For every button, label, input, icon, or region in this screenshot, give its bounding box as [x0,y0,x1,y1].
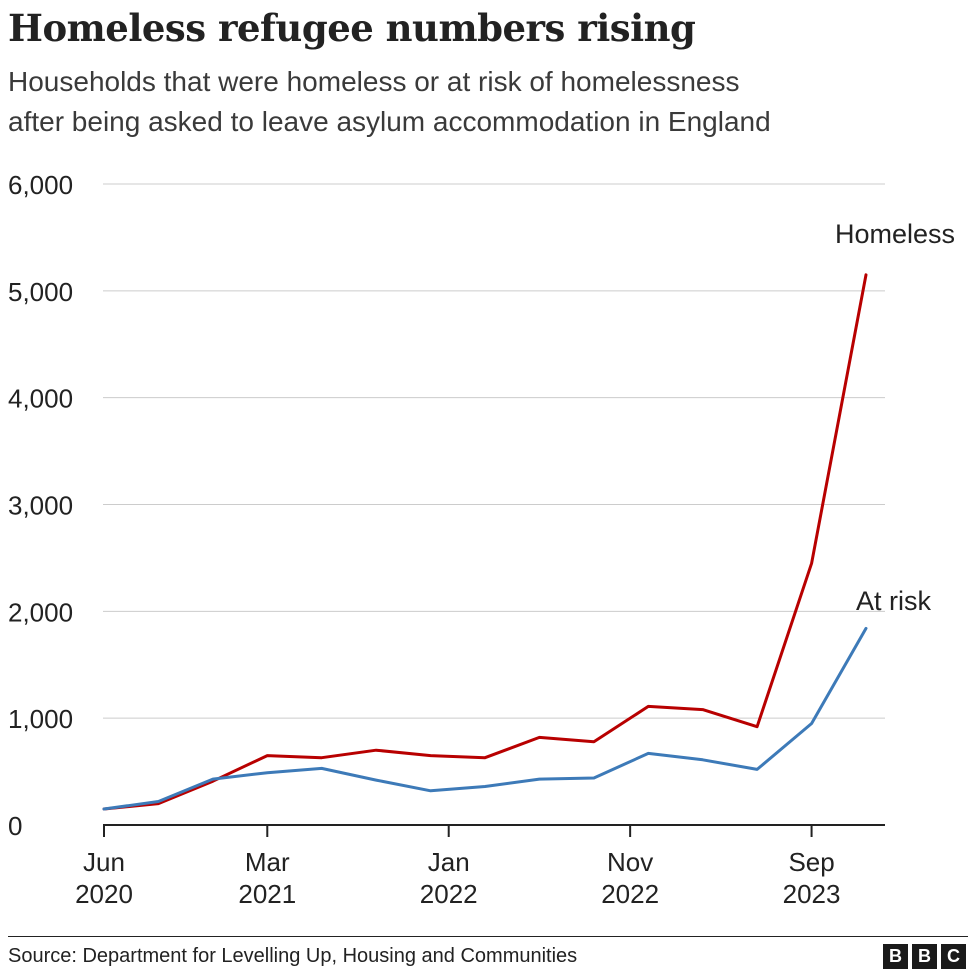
y-tick-label: 6,000 [8,170,73,200]
y-tick-label: 2,000 [8,597,73,627]
series-line-at-risk [102,626,868,811]
x-tick-label: Jun [83,847,125,877]
x-tick-label: Jan [428,847,470,877]
chart-title: Homeless refugee numbers rising [8,6,696,50]
x-tick-label: 2022 [601,879,659,909]
y-tick-label: 0 [8,811,22,841]
bbc-logo-letter-2: B [912,944,937,969]
footer-divider [8,936,968,937]
y-tick-label: 5,000 [8,277,73,307]
series-line-homeless [102,273,868,811]
subtitle-line-1: Households that were homeless or at risk… [8,66,740,97]
x-tick-label: 2023 [783,879,841,909]
chart-subtitle: Households that were homeless or at risk… [8,62,968,142]
x-tick-label: Sep [788,847,834,877]
bbc-logo: B B C [883,944,966,969]
x-tick-label: 2020 [75,879,133,909]
series-label-at-risk: At risk [856,586,932,616]
bbc-logo-letter-1: B [883,944,908,969]
y-tick-label: 1,000 [8,704,73,734]
x-tick-label: Mar [245,847,290,877]
subtitle-line-2: after being asked to leave asylum accomm… [8,106,771,137]
x-tick-label: 2022 [420,879,478,909]
x-tick-label: 2021 [238,879,296,909]
series-label-homeless: Homeless [835,219,955,249]
x-tick-label: Nov [607,847,653,877]
bbc-logo-letter-3: C [941,944,966,969]
y-tick-label: 3,000 [8,491,73,521]
y-tick-label: 4,000 [8,384,73,414]
source-note: Source: Department for Levelling Up, Hou… [8,945,578,967]
